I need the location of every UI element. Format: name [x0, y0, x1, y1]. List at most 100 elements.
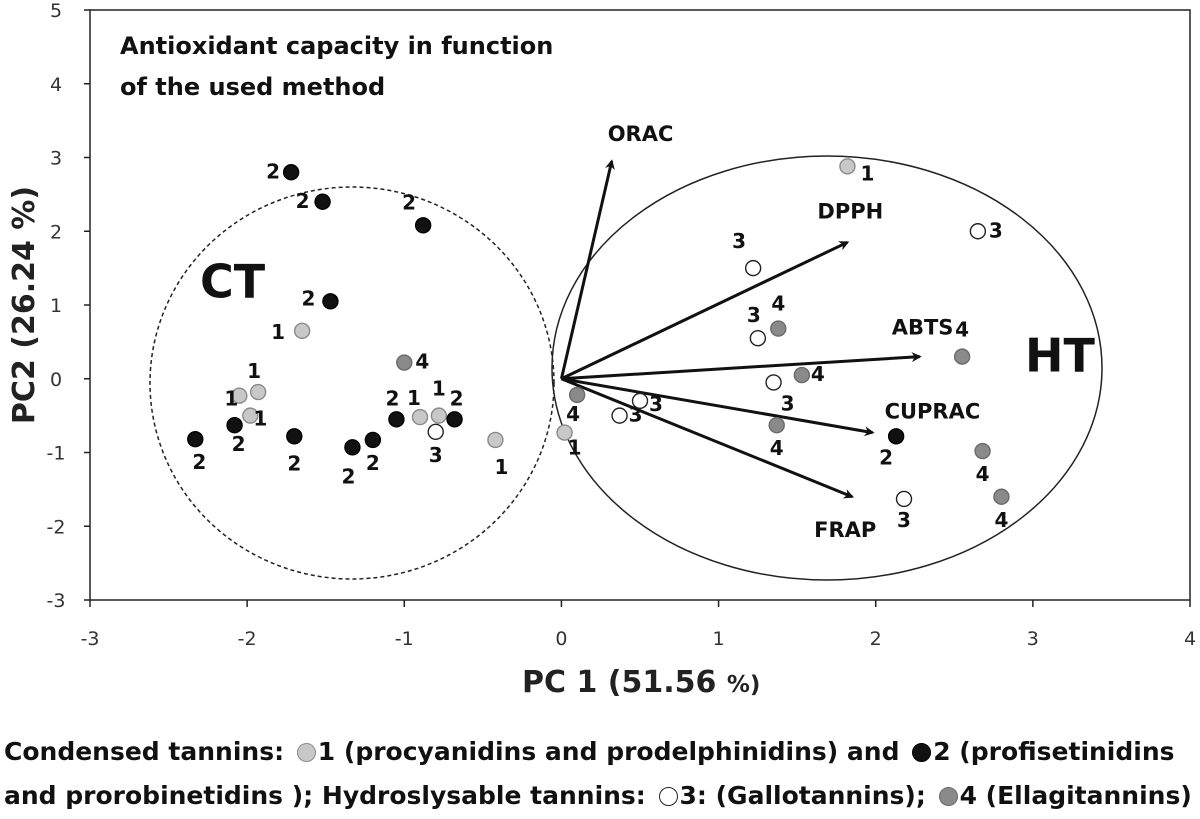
point-group4-29	[396, 354, 413, 371]
point-group4-33	[768, 417, 785, 434]
point-group4-36	[993, 488, 1010, 505]
y-tick-label-6: 3	[50, 148, 62, 170]
x-tick-label-1: -2	[238, 628, 257, 650]
y-tick-label-1: -2	[47, 516, 66, 538]
point-group2-14	[226, 417, 243, 434]
point-label-21: 3	[429, 443, 443, 467]
x-tick-label-6: 3	[1027, 628, 1039, 650]
vector-label-cuprac: CUPRAC	[885, 400, 981, 424]
legend-group4-swatch	[938, 787, 958, 806]
x-tick-label-7: 4	[1184, 628, 1196, 650]
point-group2-16	[344, 439, 361, 456]
y-tick-label-5: 2	[50, 221, 62, 243]
group-label-ct: CT	[200, 255, 266, 309]
point-group2-17	[364, 431, 382, 449]
group-labels: CT HT	[200, 255, 1095, 383]
point-group2-13	[187, 431, 204, 448]
point-group4-30	[568, 386, 586, 404]
x-axis-ticks: -3 -2 -1 0 1 2 3 4	[81, 600, 1196, 650]
vector-abts	[561, 352, 922, 381]
point-group4-34	[953, 348, 971, 365]
y-tick-label-4: 1	[50, 295, 62, 317]
point-group1-5	[430, 407, 448, 424]
point-group3-23	[631, 392, 649, 410]
legend-ct-heading: Condensed tannins:	[4, 737, 285, 766]
point-group3-24	[744, 259, 762, 277]
point-label-36: 4	[994, 508, 1008, 532]
point-group2-20	[887, 428, 905, 445]
legend-group1-swatch	[296, 743, 316, 762]
chart-title-line-1: Antioxidant capacity in function	[120, 32, 553, 60]
point-label-5: 1	[432, 377, 446, 401]
point-label-33: 4	[770, 436, 784, 460]
ht-cluster-ellipse	[551, 155, 1103, 581]
legend-line-2: and prorobinetidins ); Hydroslysable tan…	[0, 774, 1200, 818]
y-axis-ticks: -3 -2 -1 0 1 2 3 4 5	[47, 0, 90, 612]
point-label-23: 3	[649, 392, 663, 416]
point-group1-8	[839, 158, 856, 175]
point-group1-2	[249, 383, 267, 401]
point-label-32: 4	[811, 362, 825, 386]
point-group1-7	[556, 424, 573, 441]
legend-ht-heading: Hydroslysable tannins:	[321, 781, 646, 810]
vector-frap	[560, 377, 854, 499]
point-group1-6	[487, 431, 504, 449]
point-group1-0	[293, 322, 311, 340]
point-label-3: 1	[253, 407, 267, 431]
legend-group4-text: 4 (Ellagitannins)	[959, 781, 1192, 810]
point-group1-3	[242, 407, 259, 424]
x-axis-title-unit: %)	[727, 672, 761, 698]
point-label-13: 2	[192, 450, 206, 474]
point-label-6: 1	[494, 455, 508, 479]
point-group1-4	[411, 408, 429, 426]
point-group2-19	[446, 411, 463, 428]
ct-cluster-ellipse	[149, 186, 555, 580]
y-tick-label-0: -3	[47, 590, 66, 612]
point-group2-9	[282, 164, 300, 181]
point-label-16: 2	[341, 464, 355, 488]
x-axis-title: PC 1 (51.56 %)	[522, 665, 760, 700]
point-group2-15	[286, 428, 303, 445]
vector-label-dpph: DPPH	[817, 199, 883, 223]
point-label-9: 2	[266, 159, 280, 183]
point-group4-35	[974, 442, 991, 460]
point-label-27: 3	[989, 218, 1003, 242]
point-label-29: 4	[415, 350, 429, 374]
point-label-20: 2	[879, 445, 893, 469]
legend-group2-swatch	[912, 743, 932, 762]
legend-group1-text: 1 (procyanidins and prodelphinidins) and	[317, 737, 900, 766]
point-label-31: 4	[771, 292, 785, 316]
point-group3-25	[749, 329, 767, 347]
x-tick-label-5: 2	[870, 628, 882, 650]
point-label-14: 2	[232, 432, 246, 456]
point-group3-26	[765, 374, 782, 391]
legend: Condensed tannins: 1 (procyanidins and p…	[0, 730, 1200, 818]
vector-orac	[559, 159, 615, 380]
x-tick-label-0: -3	[81, 628, 100, 650]
vector-dpph	[560, 240, 850, 381]
point-group3-27	[969, 223, 987, 240]
point-label-30: 4	[566, 402, 580, 426]
point-label-0: 1	[271, 320, 285, 344]
point-group1-1	[231, 387, 248, 404]
y-tick-label-3: 0	[50, 369, 62, 391]
vector-cuprac	[561, 377, 875, 437]
vector-label-abts: ABTS	[892, 316, 954, 340]
point-label-34: 4	[955, 318, 969, 342]
point-label-19: 2	[450, 386, 464, 410]
x-tick-label-2: -1	[395, 628, 414, 650]
point-label-35: 4	[976, 462, 990, 486]
point-group3-22	[611, 407, 628, 424]
point-group4-32	[793, 366, 811, 384]
point-label-25: 3	[747, 303, 761, 327]
point-label-2: 1	[247, 359, 261, 383]
point-label-11: 2	[402, 190, 416, 214]
point-label-18: 2	[385, 386, 399, 410]
legend-group2-text-b: and prorobinetidins );	[4, 781, 314, 810]
y-tick-label-2: -1	[47, 443, 66, 465]
point-label-1: 1	[224, 387, 238, 411]
point-label-24: 3	[732, 229, 746, 253]
loading-vectors: ORAC DPPH ABTS CUPRAC FRAP	[559, 122, 981, 542]
point-group4-31	[770, 320, 787, 337]
point-label-8: 1	[860, 161, 874, 185]
